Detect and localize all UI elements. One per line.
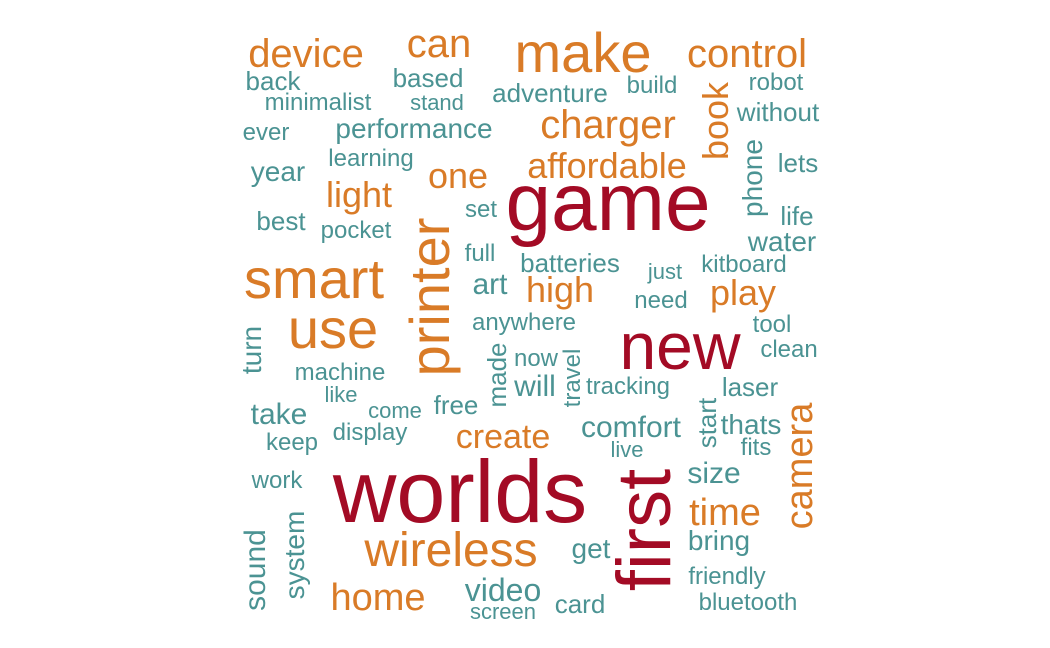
- word-affordable: affordable: [527, 145, 687, 186]
- word-friendly: friendly: [688, 563, 766, 590]
- word-phone: phone: [737, 139, 768, 217]
- word-based: based: [392, 63, 464, 93]
- word-best: best: [256, 206, 306, 236]
- word-make: make: [514, 21, 652, 84]
- word-now: now: [513, 345, 559, 372]
- word-video: video: [464, 572, 542, 608]
- word-back: back: [245, 66, 301, 96]
- word-one: one: [427, 155, 489, 196]
- word-art: art: [472, 268, 508, 301]
- word-tracking: tracking: [585, 373, 671, 400]
- word-full: full: [464, 240, 496, 267]
- word-free: free: [433, 390, 479, 420]
- word-light: light: [325, 174, 393, 215]
- word-come: come: [368, 398, 422, 423]
- word-system: system: [279, 510, 310, 600]
- word-learning: learning: [328, 145, 414, 172]
- word-anywhere: anywhere: [471, 309, 577, 336]
- word-set: set: [464, 196, 498, 223]
- word-clean: clean: [760, 336, 818, 363]
- word-live: live: [610, 437, 644, 462]
- word-display: display: [332, 419, 408, 446]
- word-sound: sound: [239, 529, 272, 611]
- word-time: time: [689, 492, 761, 534]
- word-made: made: [482, 342, 512, 408]
- word-camera: camera: [779, 402, 821, 530]
- word-stand: stand: [410, 90, 464, 115]
- word-comfort: comfort: [580, 411, 682, 444]
- word-turn: turn: [236, 325, 267, 375]
- word-screen: screen: [469, 599, 537, 624]
- word-lets: lets: [777, 148, 819, 178]
- word-card: card: [554, 589, 606, 619]
- word-game: game: [505, 157, 711, 248]
- word-water: water: [747, 226, 817, 257]
- word-pocket: pocket: [320, 217, 392, 244]
- word-charger: charger: [540, 103, 676, 147]
- word-fits: fits: [740, 434, 772, 461]
- word-year: year: [250, 156, 306, 187]
- word-machine: machine: [294, 359, 386, 386]
- word-first: first: [602, 468, 687, 592]
- word-book: book: [695, 81, 736, 161]
- word-will: will: [514, 370, 556, 403]
- word-worlds: worlds: [332, 442, 588, 541]
- word-robot: robot: [748, 69, 804, 96]
- word-keep: keep: [265, 429, 319, 456]
- word-travel: travel: [559, 348, 586, 408]
- word-adventure: adventure: [492, 78, 608, 108]
- word-play: play: [709, 272, 777, 313]
- word-bluetooth: bluetooth: [698, 589, 798, 616]
- word-need: need: [634, 287, 688, 314]
- word-without: without: [736, 97, 820, 127]
- word-performance: performance: [335, 113, 493, 144]
- word-just: just: [647, 259, 683, 284]
- word-home: home: [330, 577, 426, 619]
- word-start: start: [692, 397, 722, 449]
- word-new: new: [619, 309, 741, 383]
- word-get: get: [571, 533, 611, 564]
- word-ever: ever: [242, 119, 290, 146]
- word-batteries: batteries: [520, 248, 620, 278]
- word-control: control: [686, 32, 808, 76]
- word-build: build: [626, 72, 678, 99]
- word-can: can: [406, 22, 472, 66]
- word-kitboard: kitboard: [701, 251, 787, 278]
- word-work: work: [251, 467, 303, 494]
- word-thats: thats: [720, 409, 782, 440]
- word-life: life: [780, 201, 814, 231]
- word-printer: printer: [398, 217, 461, 377]
- word-laser: laser: [721, 372, 779, 402]
- word-like: like: [324, 382, 358, 407]
- word-minimalist: minimalist: [264, 89, 372, 116]
- word-bring: bring: [687, 525, 751, 556]
- word-wireless: wireless: [364, 524, 538, 577]
- word-smart: smart: [244, 247, 384, 310]
- word-tool: tool: [752, 311, 792, 338]
- word-create: create: [455, 418, 551, 456]
- word-use: use: [287, 297, 379, 360]
- word-take: take: [250, 398, 308, 431]
- word-size: size: [687, 457, 741, 490]
- word-device: device: [248, 32, 364, 76]
- word-high: high: [525, 269, 595, 310]
